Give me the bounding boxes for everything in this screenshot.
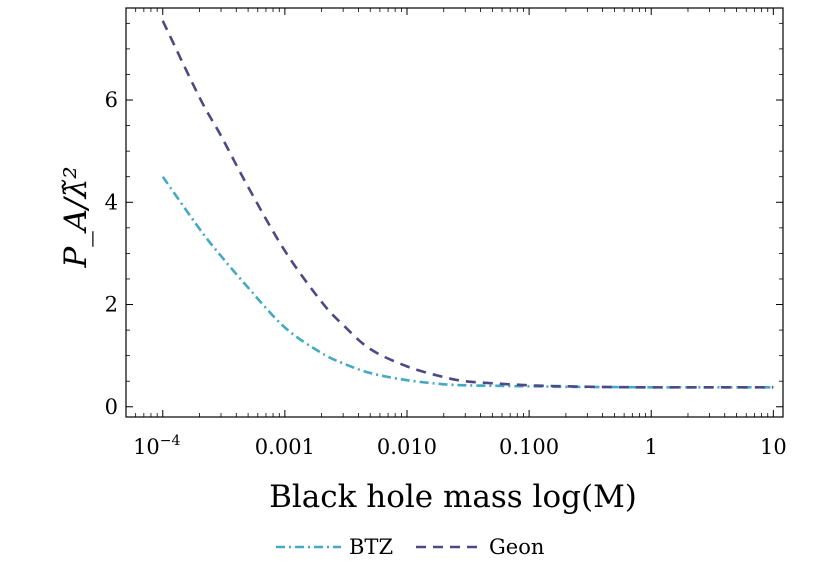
y-tick-label-3: 6 <box>105 88 118 112</box>
series-line-btz <box>161 175 774 389</box>
legend: BTZ Geon <box>276 535 544 559</box>
y-tick-label-1: 2 <box>105 293 118 317</box>
series-layer <box>161 20 774 389</box>
x-axis-title: Black hole mass log(M) <box>269 479 637 515</box>
x-tick-label-2: 0.010 <box>377 435 437 459</box>
y-tick-label-2: 4 <box>105 190 118 214</box>
legend-label-btz: BTZ <box>349 535 393 559</box>
svg-text:P_A/λ̃²: P_A/λ̃² <box>58 166 94 268</box>
x-tick-label-3: 0.100 <box>499 435 559 459</box>
legend-label-geon: Geon <box>489 535 544 559</box>
x-tick-label-1: 0.001 <box>255 435 315 459</box>
x-tick-label-0: 10−4 <box>133 433 180 459</box>
y-tick-label-0: 0 <box>105 395 118 419</box>
x-tick-label-4: 1 <box>645 435 658 459</box>
axis-ticks: 10−4 0.001 0.010 0.100 1 10 0 2 4 6 <box>105 8 787 459</box>
series-line-geon <box>161 20 774 389</box>
y-axis-title: P_A/λ̃² <box>58 166 94 268</box>
x-tick-label-5: 10 <box>760 435 787 459</box>
plot-frame <box>125 7 784 418</box>
